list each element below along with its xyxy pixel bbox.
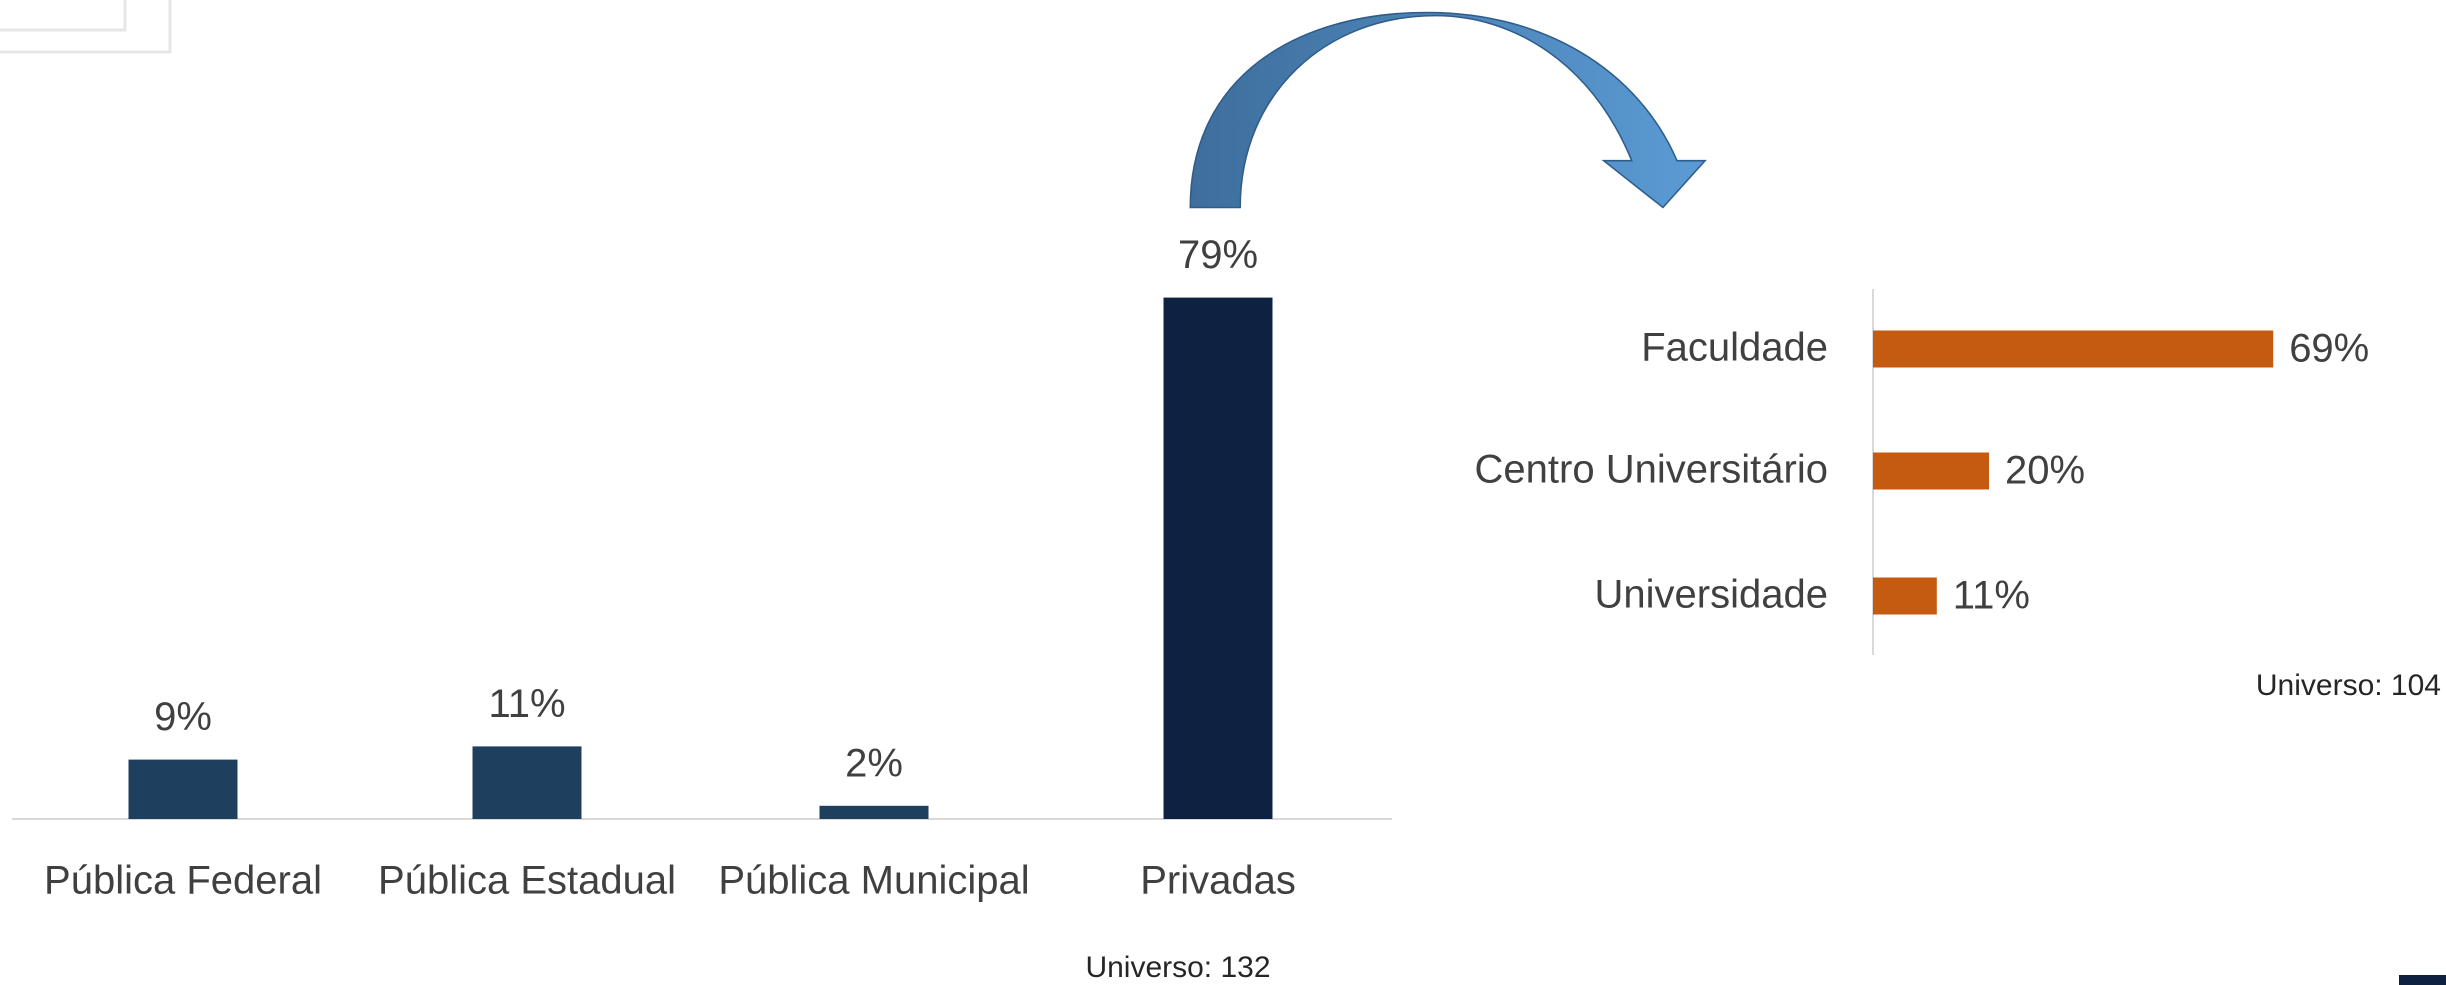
bar (1873, 452, 1989, 490)
value-label: 2% (845, 741, 903, 785)
bar (1873, 330, 2274, 368)
value-label: 79% (1178, 233, 1258, 277)
corner-decoration (0, 0, 172, 54)
value-label: 11% (488, 682, 565, 726)
category-label: Pública Municipal (718, 859, 1029, 903)
value-label: 11% (1953, 574, 2030, 618)
category-label: Universidade (1595, 573, 1828, 617)
bar (472, 746, 582, 819)
bar (1873, 577, 1937, 615)
bar (819, 805, 929, 819)
category-label: Privadas (1140, 859, 1296, 903)
note: Universo: 104 (2256, 669, 2441, 702)
bar (1163, 297, 1273, 820)
value-label: 20% (2005, 449, 2085, 493)
category-label: Pública Federal (44, 859, 322, 903)
curved-arrow (1189, 11, 1707, 209)
value-label: 69% (2289, 327, 2369, 371)
value-label: 9% (154, 695, 212, 739)
category-label: Faculdade (1641, 326, 1828, 370)
bar (128, 759, 238, 819)
note: Universo: 132 (1085, 951, 1270, 984)
category-label: Pública Estadual (378, 859, 676, 903)
category-label: Centro Universitário (1475, 448, 1828, 492)
corner-block (2399, 975, 2446, 985)
